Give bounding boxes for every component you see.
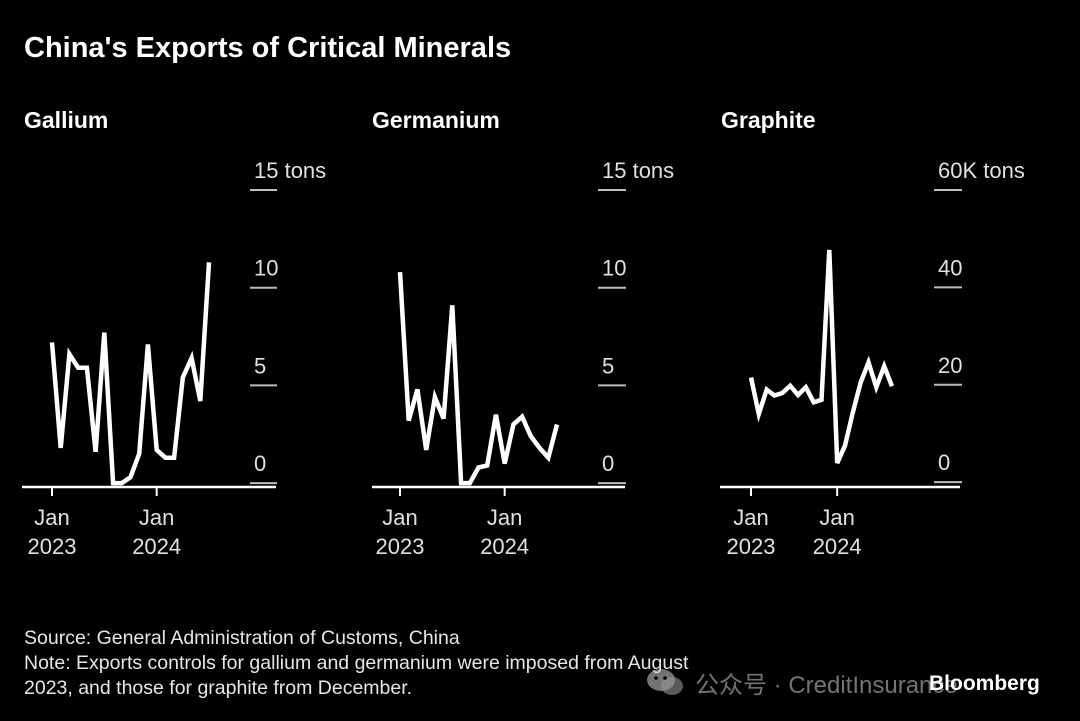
x-tick-year-1-0: 2023 [376, 534, 425, 559]
y-tick-label-2-1: 20 [938, 353, 962, 378]
x-tick-label-1-0: Jan [382, 505, 417, 530]
y-tick-label-1-2: 10 [602, 256, 626, 281]
x-tick-year-2-1: 2024 [813, 534, 862, 559]
x-tick-label-0-1: Jan [139, 505, 174, 530]
x-tick-label-2-0: Jan [733, 505, 768, 530]
x-tick-label-2-1: Jan [819, 505, 854, 530]
x-tick-year-1-1: 2024 [480, 534, 529, 559]
y-tick-label-0-3: 15 tons [254, 158, 326, 183]
watermark: 公众号 · CreditInsurance [645, 664, 1055, 700]
y-tick-label-2-3: 60K tons [938, 158, 1025, 183]
bloomberg-logo: Bloomberg [929, 672, 1040, 695]
y-tick-label-0-1: 5 [254, 353, 266, 378]
y-tick-label-1-0: 0 [602, 451, 614, 476]
note-text-line-2: 2023, and those for graphite from Decemb… [24, 677, 413, 699]
series-line-1 [397, 271, 560, 486]
x-tick-year-2-0: 2023 [727, 534, 776, 559]
source-text: Source: General Administration of Custom… [24, 627, 460, 649]
chart-title: China's Exports of Critical Minerals [24, 32, 512, 64]
y-tick-label-1-1: 5 [602, 353, 614, 378]
note-text-line-1: Note: Exports controls for gallium and g… [24, 652, 689, 674]
x-tick-year-0-0: 2023 [28, 534, 77, 559]
x-tick-year-0-1: 2024 [132, 534, 181, 559]
series-line-2 [748, 249, 895, 465]
panel-title-0: Gallium [24, 107, 108, 133]
wechat-icon [647, 669, 683, 695]
y-tick-label-0-2: 10 [254, 256, 278, 281]
footer: Source: General Administration of Custom… [24, 626, 688, 701]
x-tick-label-1-1: Jan [487, 505, 522, 530]
watermark-text: 公众号 · CreditInsurance [695, 671, 958, 699]
y-tick-label-0-0: 0 [254, 451, 266, 476]
y-tick-label-2-2: 40 [938, 255, 962, 280]
y-tick-label-1-3: 15 tons [602, 158, 674, 183]
y-tick-label-2-0: 0 [938, 450, 950, 475]
series-line-0 [49, 262, 212, 486]
panel-title-1: Germanium [372, 107, 500, 133]
panel-title-2: Graphite [721, 107, 816, 133]
x-tick-label-0-0: Jan [34, 505, 69, 530]
